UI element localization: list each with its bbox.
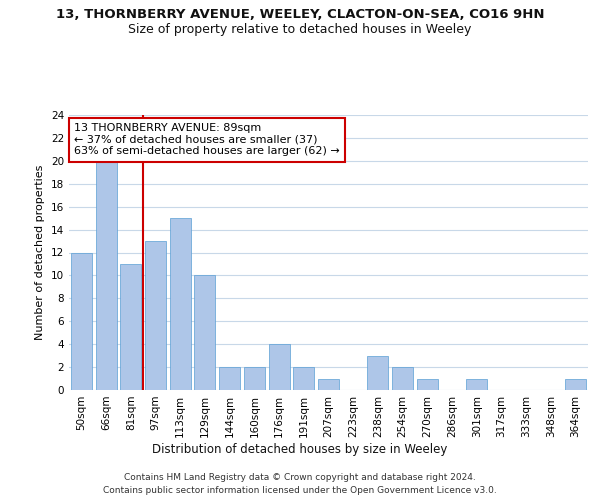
- Bar: [145, 241, 166, 390]
- Bar: [318, 378, 339, 390]
- Y-axis label: Number of detached properties: Number of detached properties: [35, 165, 46, 340]
- Text: 13, THORNBERRY AVENUE, WEELEY, CLACTON-ON-SEA, CO16 9HN: 13, THORNBERRY AVENUE, WEELEY, CLACTON-O…: [56, 8, 544, 20]
- Text: Contains HM Land Registry data © Crown copyright and database right 2024.: Contains HM Land Registry data © Crown c…: [124, 472, 476, 482]
- Bar: [293, 367, 314, 390]
- Bar: [170, 218, 191, 390]
- Bar: [367, 356, 388, 390]
- Bar: [95, 161, 116, 390]
- Bar: [219, 367, 240, 390]
- Bar: [71, 252, 92, 390]
- Text: 13 THORNBERRY AVENUE: 89sqm
← 37% of detached houses are smaller (37)
63% of sem: 13 THORNBERRY AVENUE: 89sqm ← 37% of det…: [74, 123, 340, 156]
- Bar: [120, 264, 141, 390]
- Bar: [244, 367, 265, 390]
- Bar: [392, 367, 413, 390]
- Bar: [565, 378, 586, 390]
- Text: Contains public sector information licensed under the Open Government Licence v3: Contains public sector information licen…: [103, 486, 497, 495]
- Bar: [269, 344, 290, 390]
- Text: Distribution of detached houses by size in Weeley: Distribution of detached houses by size …: [152, 442, 448, 456]
- Text: Size of property relative to detached houses in Weeley: Size of property relative to detached ho…: [128, 22, 472, 36]
- Bar: [466, 378, 487, 390]
- Bar: [194, 276, 215, 390]
- Bar: [417, 378, 438, 390]
